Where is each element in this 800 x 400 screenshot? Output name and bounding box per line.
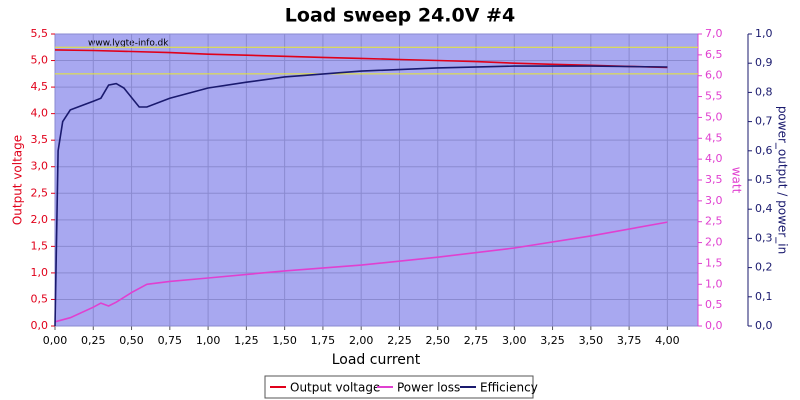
y2-tick-label: 5,5 [705,90,723,103]
y2-tick-label: 4,5 [705,131,723,144]
y3-tick-label: 0,3 [755,231,773,244]
x-tick-label: 0,25 [81,334,106,347]
y3-tick-label: 0,4 [755,202,773,215]
y3-tick-label: 0,0 [755,319,773,332]
plot-area [54,33,699,327]
y3-axis-label: power_output / power_in [776,106,790,254]
x-tick-label: 0,50 [119,334,144,347]
y-tick-label: 4,0 [31,107,49,120]
y2-tick-label: 6,5 [705,48,723,61]
y2-tick-label: 4,0 [705,152,723,165]
y3-tick-label: 0,7 [755,115,773,128]
chart-title: Load sweep 24.0V #4 [285,5,515,27]
y-tick-label: 5,0 [31,54,49,67]
y2-tick-label: 7,0 [705,27,723,40]
y2-tick-label: 5,0 [705,110,723,123]
legend-label: Efficiency [480,381,538,395]
x-tick-label: 2,50 [425,334,450,347]
x-tick-label: 3,00 [502,334,527,347]
y2-axis-label: watt [730,167,744,194]
series-line [54,221,668,323]
y-axis-label: Output voltage [11,135,25,225]
x-tick-label: 1,25 [234,334,259,347]
x-tick-label: 3,25 [540,334,565,347]
series-line [54,49,668,69]
x-tick-label: 0,00 [43,334,68,347]
y-tick-label: 0,0 [31,319,49,332]
y-tick-label: 4,5 [31,80,49,93]
x-tick-label: 2,00 [349,334,374,347]
y-tick-label: 1,0 [31,266,49,279]
y2-tick-label: 2,0 [705,236,723,249]
y3-tick-label: 0,2 [755,261,773,274]
x-tick-label: 3,75 [617,334,642,347]
y2-tick-label: 0,0 [705,319,723,332]
x-tick-label: 1,00 [196,334,221,347]
series-line [54,65,668,327]
y2-tick-label: 1,0 [705,277,723,290]
y2-tick-label: 0,5 [705,298,723,311]
y2-tick-label: 1,5 [705,256,723,269]
legend-label: Output voltage [290,381,380,395]
x-axis-label: Load current [332,352,421,368]
x-tick-label: 2,75 [464,334,489,347]
x-tick-label: 4,00 [655,334,680,347]
y-tick-label: 3,5 [31,133,49,146]
y-tick-label: 0,5 [31,292,49,305]
x-tick-label: 0,75 [158,334,183,347]
y2-tick-label: 2,5 [705,215,723,228]
legend-label: Power loss [397,381,460,395]
y3-tick-label: 1,0 [755,27,773,40]
x-tick-label: 3,50 [579,334,604,347]
legend [264,375,534,399]
y-tick-label: 5,5 [31,27,49,40]
y2-tick-label: 6,0 [705,69,723,82]
y-tick-label: 3,0 [31,160,49,173]
y3-tick-label: 0,9 [755,56,773,69]
x-tick-label: 2,25 [387,334,412,347]
y2-tick-label: 3,0 [705,194,723,207]
y3-tick-label: 0,6 [755,144,773,157]
y-tick-label: 1,5 [31,239,49,252]
y-tick-label: 2,0 [31,213,49,226]
x-tick-label: 1,75 [311,334,336,347]
y3-tick-label: 0,8 [755,85,773,98]
x-tick-label: 1,50 [272,334,297,347]
y2-tick-label: 3,5 [705,173,723,186]
y3-tick-label: 0,1 [755,290,773,303]
y-tick-label: 2,5 [31,186,49,199]
y3-tick-label: 0,5 [755,173,773,186]
watermark: www.lygte-info.dk [88,39,169,49]
